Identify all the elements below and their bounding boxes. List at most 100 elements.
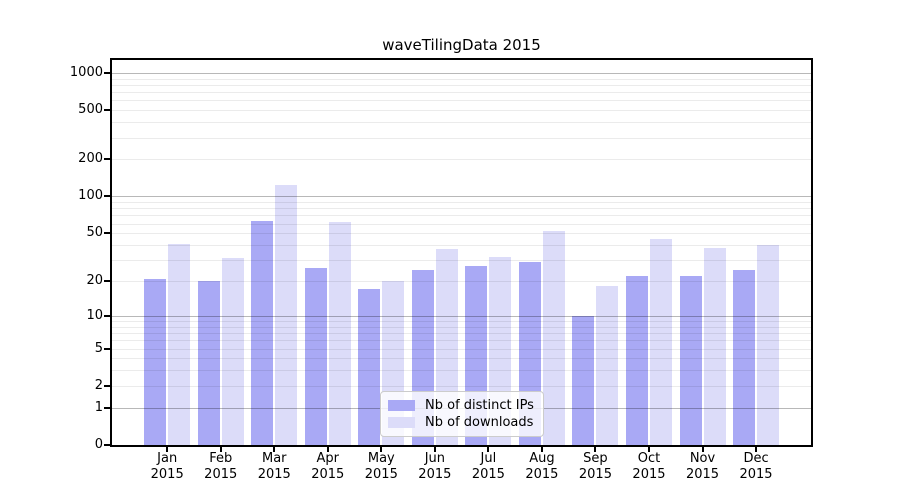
x-tick-label-nov: Nov 2015 xyxy=(685,451,720,482)
y-tick-mark-1 xyxy=(104,406,110,409)
minor-gridline-80 xyxy=(112,208,811,210)
y-tick-mark-50 xyxy=(104,232,110,235)
x-tick-mark-sep xyxy=(594,447,597,452)
legend: Nb of distinct IPs Nb of downloads xyxy=(380,391,544,437)
minor-gridline-2 xyxy=(112,385,811,387)
legend-label-downloads: Nb of downloads xyxy=(425,415,534,430)
minor-gridline-200 xyxy=(112,159,811,161)
x-tick-label-jan: Jan 2015 xyxy=(150,451,184,482)
bar-distinct-ips-apr xyxy=(304,267,327,445)
bar-downloads-mar xyxy=(275,184,298,445)
chart-title: waveTilingData 2015 xyxy=(382,36,541,54)
x-tick-label-sep: Sep 2015 xyxy=(578,451,612,482)
minor-gridline-20 xyxy=(112,281,811,283)
x-tick-mark-may xyxy=(380,447,383,452)
y-tick-label-2: 2 xyxy=(94,377,103,393)
minor-gridline-300 xyxy=(112,137,811,139)
bar-distinct-ips-nov xyxy=(679,276,702,445)
minor-gridline-400 xyxy=(112,122,811,124)
x-tick-mark-jul xyxy=(487,447,490,452)
major-gridline-1000 xyxy=(112,72,811,74)
y-tick-mark-5 xyxy=(104,347,110,350)
bar-distinct-ips-feb xyxy=(197,281,220,445)
x-tick-label-mar: Mar 2015 xyxy=(257,451,291,482)
minor-gridline-9 xyxy=(112,321,811,322)
x-tick-mark-jun xyxy=(433,447,436,452)
y-tick-label-0: 0 xyxy=(94,437,103,452)
x-tick-mark-apr xyxy=(326,447,329,452)
y-tick-label-1000: 1000 xyxy=(69,64,103,80)
y-tick-mark-2 xyxy=(104,384,110,387)
bar-distinct-ips-dec xyxy=(733,269,756,445)
x-tick-mark-dec xyxy=(755,447,758,452)
minor-gridline-4 xyxy=(112,358,811,360)
legend-swatch-distinct-ips xyxy=(388,400,415,411)
x-tick-label-may: May 2015 xyxy=(364,451,398,482)
bar-downloads-nov xyxy=(703,247,726,445)
y-tick-label-50: 50 xyxy=(86,225,103,241)
minor-gridline-900 xyxy=(112,78,811,80)
bar-downloads-jan xyxy=(168,243,191,445)
x-tick-label-jun: Jun 2015 xyxy=(418,451,452,482)
bar-distinct-ips-sep xyxy=(572,315,595,445)
minor-gridline-8 xyxy=(112,326,811,328)
y-tick-label-10: 10 xyxy=(86,307,103,323)
minor-gridline-800 xyxy=(112,84,811,86)
y-tick-label-5: 5 xyxy=(94,340,103,356)
x-tick-mark-mar xyxy=(273,447,276,452)
y-tick-label-200: 200 xyxy=(78,151,103,167)
legend-item-distinct-ips: Nb of distinct IPs xyxy=(388,397,535,414)
minor-gridline-5 xyxy=(112,348,811,350)
major-gridline-100 xyxy=(112,196,811,198)
legend-label-distinct-ips: Nb of distinct IPs xyxy=(425,398,534,413)
minor-gridline-600 xyxy=(112,100,811,102)
bar-downloads-oct xyxy=(649,238,672,445)
x-tick-mark-aug xyxy=(540,447,543,452)
minor-gridline-70 xyxy=(112,215,811,217)
y-tick-mark-1000 xyxy=(104,71,110,74)
x-tick-label-jul: Jul 2015 xyxy=(471,451,505,482)
bar-downloads-aug xyxy=(542,231,565,445)
major-gridline-10 xyxy=(112,315,811,317)
y-tick-label-20: 20 xyxy=(86,273,103,289)
bar-downloads-dec xyxy=(757,245,780,445)
y-tick-mark-20 xyxy=(104,280,110,283)
minor-gridline-60 xyxy=(112,223,811,225)
bar-distinct-ips-may xyxy=(358,289,381,445)
y-tick-mark-100 xyxy=(104,195,110,198)
minor-gridline-7 xyxy=(112,333,811,335)
y-tick-mark-10 xyxy=(104,314,110,317)
y-tick-label-100: 100 xyxy=(78,188,103,204)
x-tick-mark-oct xyxy=(647,447,650,452)
minor-gridline-500 xyxy=(112,110,811,112)
y-tick-label-500: 500 xyxy=(78,102,103,118)
x-tick-mark-feb xyxy=(219,447,222,452)
minor-gridline-700 xyxy=(112,92,811,94)
x-tick-label-apr: Apr 2015 xyxy=(311,451,345,482)
y-tick-mark-0 xyxy=(104,444,110,446)
minor-gridline-90 xyxy=(112,202,811,204)
y-tick-mark-200 xyxy=(104,158,110,161)
bar-distinct-ips-oct xyxy=(625,276,648,445)
minor-gridline-30 xyxy=(112,260,811,262)
bar-downloads-sep xyxy=(596,286,619,445)
x-tick-mark-jan xyxy=(166,447,169,452)
minor-gridline-40 xyxy=(112,245,811,246)
bar-downloads-apr xyxy=(328,221,351,445)
legend-item-downloads: Nb of downloads xyxy=(388,414,535,431)
minor-gridline-3 xyxy=(112,370,811,372)
bar-downloads-feb xyxy=(221,258,244,445)
legend-swatch-downloads xyxy=(388,417,415,428)
x-tick-label-dec: Dec 2015 xyxy=(739,451,773,482)
minor-gridline-50 xyxy=(112,233,811,235)
x-tick-mark-nov xyxy=(701,447,704,452)
x-tick-label-aug: Aug 2015 xyxy=(525,451,559,482)
bar-distinct-ips-jan xyxy=(144,278,167,445)
x-tick-label-feb: Feb 2015 xyxy=(204,451,238,482)
plot-area xyxy=(110,58,813,447)
minor-gridline-6 xyxy=(112,340,811,342)
y-tick-mark-500 xyxy=(104,109,110,112)
y-tick-label-1: 1 xyxy=(94,399,103,415)
x-tick-label-oct: Oct 2015 xyxy=(632,451,666,482)
